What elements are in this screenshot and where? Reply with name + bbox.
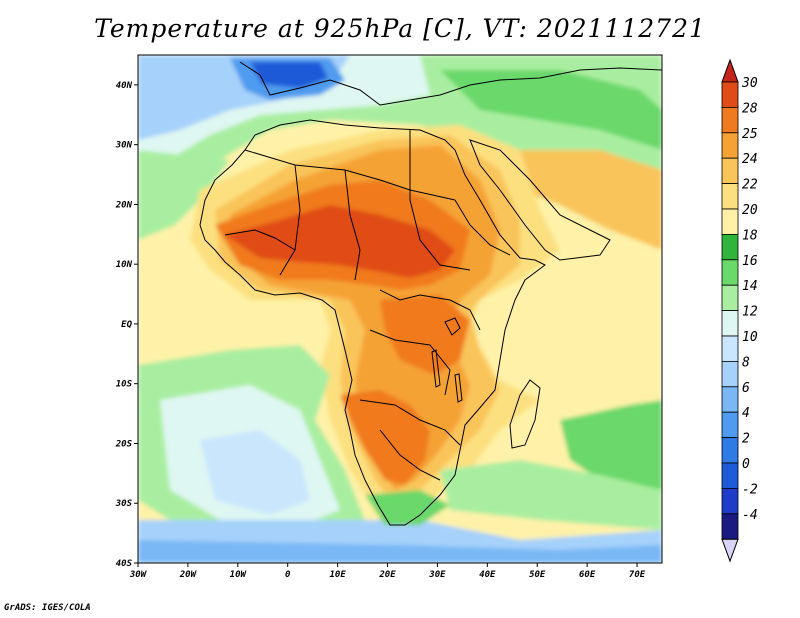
border-10 bbox=[454, 199, 511, 256]
field-ne-green bbox=[440, 70, 662, 150]
arabia-coast bbox=[469, 139, 611, 261]
y-axis: 40N 30N 20N 10N EQ 10S 20S 30S 40S bbox=[115, 81, 138, 569]
field-sa-cool bbox=[365, 490, 450, 525]
y-tick-label: 10S bbox=[116, 380, 133, 390]
border-7 bbox=[359, 399, 461, 446]
colorbar-label: 20 bbox=[742, 203, 758, 218]
x-tick-label: 20E bbox=[378, 570, 396, 580]
colorbar-swatch bbox=[721, 310, 739, 337]
europe-coast bbox=[239, 61, 662, 106]
x-tick-label: 10E bbox=[329, 570, 346, 580]
borders bbox=[199, 61, 662, 526]
colorbar-swatch bbox=[721, 513, 739, 540]
colorbar-label: 22 bbox=[742, 178, 758, 193]
colorbar-label: -2 bbox=[742, 482, 758, 497]
colorbar-swatch bbox=[721, 487, 739, 515]
border-1 bbox=[244, 149, 456, 201]
x-axis: 30W 20W 10W 0 10E 20E 30E 40E 50E 60E 70E bbox=[129, 563, 646, 580]
x-tick-label: 50E bbox=[529, 570, 546, 580]
field-arabia-orange bbox=[500, 150, 662, 250]
colorbar-label: 30 bbox=[741, 76, 758, 91]
x-tick-label: 40E bbox=[479, 570, 496, 580]
field-sahel-hottest bbox=[225, 205, 455, 278]
colorbar-swatch bbox=[721, 208, 739, 235]
colorbar-swatch bbox=[721, 360, 739, 388]
field-indian-pale bbox=[440, 460, 662, 530]
x-tick-label: 10W bbox=[230, 570, 248, 580]
colorbar-swatch bbox=[721, 386, 739, 413]
border-9 bbox=[224, 229, 296, 251]
colorbar-label: 28 bbox=[742, 101, 758, 116]
colorbar-label: 8 bbox=[742, 355, 750, 370]
colorbar-swatch bbox=[721, 335, 739, 362]
border-6 bbox=[369, 329, 451, 396]
colorbar-label: -4 bbox=[742, 508, 758, 523]
border-8 bbox=[379, 429, 441, 481]
y-tick-label: 20N bbox=[115, 200, 133, 210]
colorbar-top-arrow bbox=[721, 58, 739, 83]
colorbar-swatch bbox=[721, 107, 739, 134]
field-indian-green bbox=[560, 400, 662, 490]
colorbar-swatch bbox=[721, 81, 739, 108]
colorbar-swatch bbox=[721, 437, 739, 464]
border-5 bbox=[379, 289, 481, 331]
colorbar-label: 16 bbox=[742, 254, 758, 269]
y-tick-label: 40N bbox=[116, 81, 133, 91]
field-atl-green bbox=[138, 150, 230, 240]
border-2 bbox=[279, 164, 301, 276]
field-south-atl-lightblue bbox=[200, 430, 310, 515]
grads-credit: GrADS: IGES/COLA bbox=[4, 603, 91, 613]
y-tick-label: 10N bbox=[116, 260, 133, 270]
x-tick-label: 0 bbox=[285, 570, 291, 580]
map-frame bbox=[137, 54, 663, 564]
madagascar-coast bbox=[509, 379, 541, 449]
x-tick-label: 30E bbox=[428, 570, 446, 580]
field-central-hot bbox=[380, 295, 470, 375]
field-south-hot bbox=[340, 390, 430, 485]
x-tick-label: 70E bbox=[629, 570, 646, 580]
colorbar-swatch bbox=[721, 462, 739, 489]
colorbar-label: 18 bbox=[742, 228, 758, 243]
colorbar-swatch bbox=[721, 157, 739, 184]
colorbar-bottom-arrow bbox=[721, 538, 739, 563]
colorbar-label: 12 bbox=[742, 305, 758, 320]
colorbar-label: 6 bbox=[742, 381, 750, 396]
colorbar-label: 14 bbox=[742, 279, 758, 294]
x-tick-label: 60E bbox=[579, 570, 596, 580]
y-tick-label: 40S bbox=[116, 559, 133, 569]
colorbar-label: 25 bbox=[742, 127, 758, 142]
colorbar-label: 4 bbox=[742, 406, 750, 421]
border-3 bbox=[344, 169, 361, 281]
africa-coastline bbox=[199, 119, 546, 526]
y-tick-label: 30N bbox=[115, 141, 133, 151]
temperature-field bbox=[138, 55, 662, 563]
field-europe-deep bbox=[250, 62, 328, 88]
colorbar-swatch bbox=[721, 284, 739, 312]
colorbar-label: 24 bbox=[742, 152, 758, 167]
colorbar-label: 10 bbox=[742, 330, 758, 345]
colorbar-label: 2 bbox=[742, 432, 750, 447]
colorbar-label: 0 bbox=[742, 457, 750, 472]
x-tick-label: 20W bbox=[179, 570, 198, 580]
colorbar-swatch bbox=[721, 233, 739, 261]
x-tick-label: 30W bbox=[129, 570, 148, 580]
y-tick-label: 20S bbox=[115, 439, 133, 449]
map-title: Temperature at 925hPa [C], VT: 202111272… bbox=[94, 14, 706, 43]
lake-malawi bbox=[454, 373, 463, 403]
y-tick-label: EQ bbox=[121, 320, 132, 330]
colorbar-swatch bbox=[721, 411, 739, 439]
border-4 bbox=[409, 130, 471, 271]
lake-victoria bbox=[444, 317, 461, 336]
field-southern-ocean-mid bbox=[138, 540, 662, 563]
y-tick-label: 30S bbox=[115, 499, 133, 509]
colorbar-swatch bbox=[721, 183, 739, 210]
colorbar-swatch bbox=[721, 132, 739, 159]
colorbar-swatch bbox=[721, 259, 739, 286]
lake-tanganyika bbox=[431, 349, 441, 388]
